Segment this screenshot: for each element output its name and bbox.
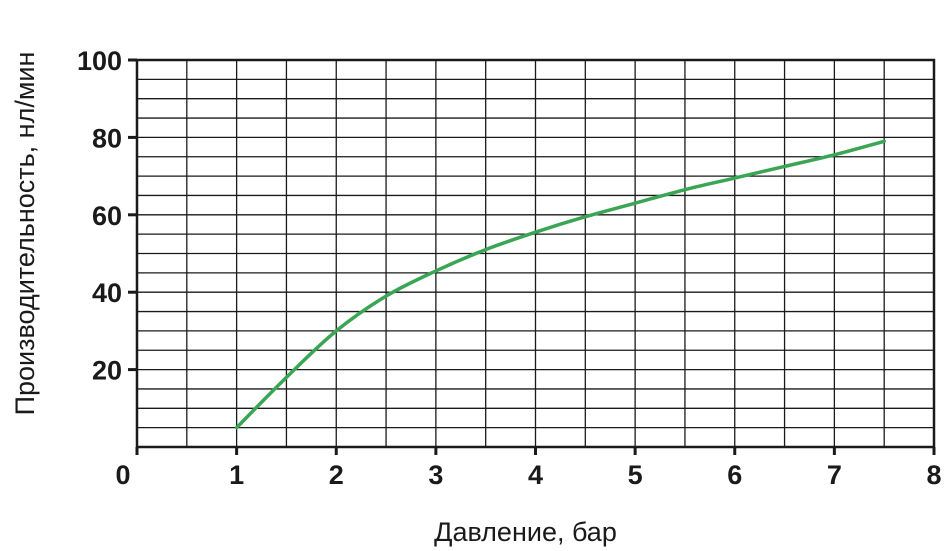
y-tick-label: 60 [92,201,122,231]
series-line-0 [234,139,886,430]
x-tick-label: 4 [528,460,543,490]
x-tick-label: 5 [628,460,643,490]
y-tick-label: 100 [77,46,122,76]
x-tick-label: 2 [329,460,344,490]
x-tick-label: 1 [229,460,244,490]
y-axis-title: Производительность, нл/мин [10,52,40,416]
y-tick-labels: 20 40 60 80 100 [77,46,122,386]
y-tick-label: 20 [92,356,122,386]
y-tick-label: 40 [92,278,122,308]
y-tick-label: 80 [92,123,122,153]
x-tick-labels: 0 1 2 3 4 5 6 7 8 [115,460,941,490]
x-tick-label: 6 [727,460,742,490]
x-tick-label: 3 [428,460,443,490]
x-tick-label: 8 [926,460,941,490]
axis-ticks [128,58,936,455]
grid [137,60,934,447]
series-group [234,139,886,430]
x-axis-title: Давление, бар [434,517,617,547]
x-tick-label: 7 [827,460,842,490]
x-tick-label: 0 [115,460,130,490]
